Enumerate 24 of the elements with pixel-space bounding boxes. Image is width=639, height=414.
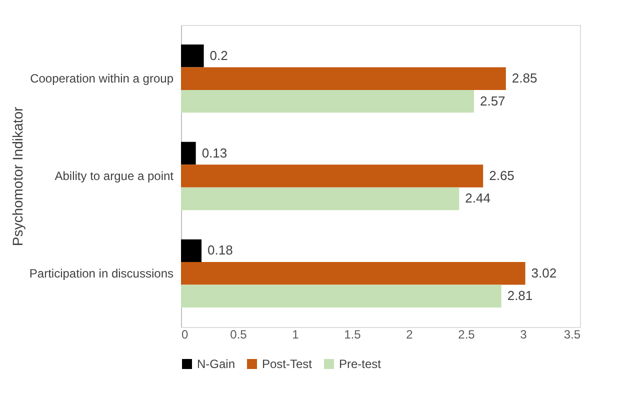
x-tick-label: 2.5 [458,328,476,342]
x-tick-label: 0.5 [230,328,248,342]
data-label: 2.44 [465,190,490,206]
data-label: 2.81 [507,288,533,304]
y-tick-label: Ability to argue a point [54,169,174,183]
y-tick-label: Participation in discussions [29,266,174,280]
x-tick-label: 0 [182,328,188,342]
data-label: 2.85 [512,70,538,86]
legend-label: Pre-test [339,357,382,371]
x-tick-label: 1.5 [344,328,362,342]
y-tick-label: Cooperation within a group [30,72,174,86]
data-label: 2.65 [489,168,514,183]
data-label: 0.2 [210,48,228,63]
data-label: 0.13 [202,145,228,160]
x-tick-label: 2 [406,328,414,342]
y-axis-title: Psychomotor Indikator [9,106,26,246]
data-label: 2.57 [480,93,506,108]
data-label: 3.02 [531,265,557,280]
legend-label: N-Gain [197,357,236,371]
x-tick-label: 3.5 [564,328,581,342]
x-tick-label: 3 [520,328,528,342]
x-tick-label: 1 [292,328,300,342]
data-label: 0.18 [208,242,233,258]
legend-label: Post-Test [262,357,313,371]
